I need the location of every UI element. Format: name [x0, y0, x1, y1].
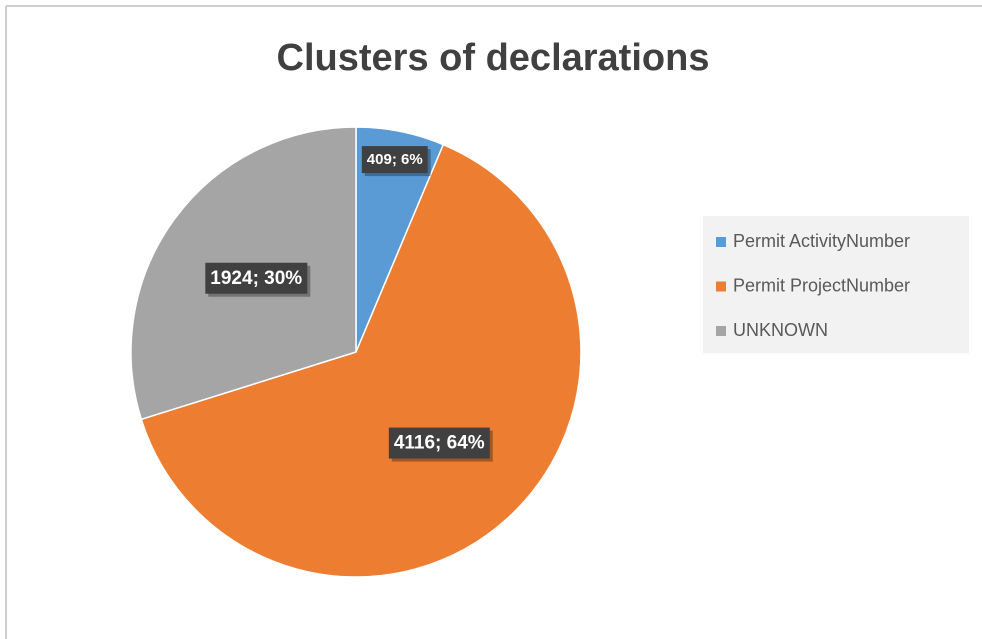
legend-label: Permit ProjectNumber — [733, 275, 910, 295]
legend-swatch — [716, 326, 726, 336]
data-label: 4116; 64% — [388, 427, 493, 462]
legend-label: UNKNOWN — [733, 320, 828, 340]
data-label-box — [361, 146, 428, 174]
data-label: 1924; 30% — [205, 262, 311, 297]
chart-title: Clusters of declarations — [277, 37, 710, 79]
data-label: 409; 6% — [361, 146, 431, 177]
data-label-box — [388, 427, 490, 459]
pie-slice — [140, 143, 582, 578]
legend-box — [703, 216, 969, 353]
data-label-box — [205, 262, 308, 294]
data-label-text: 409; 6% — [367, 151, 423, 168]
data-label-text: 4116; 64% — [394, 433, 485, 454]
legend-swatch — [716, 237, 726, 247]
data-label-text: 1924; 30% — [210, 268, 302, 289]
legend-label: Permit ActivityNumber — [733, 231, 910, 251]
legend-swatch — [716, 281, 726, 292]
